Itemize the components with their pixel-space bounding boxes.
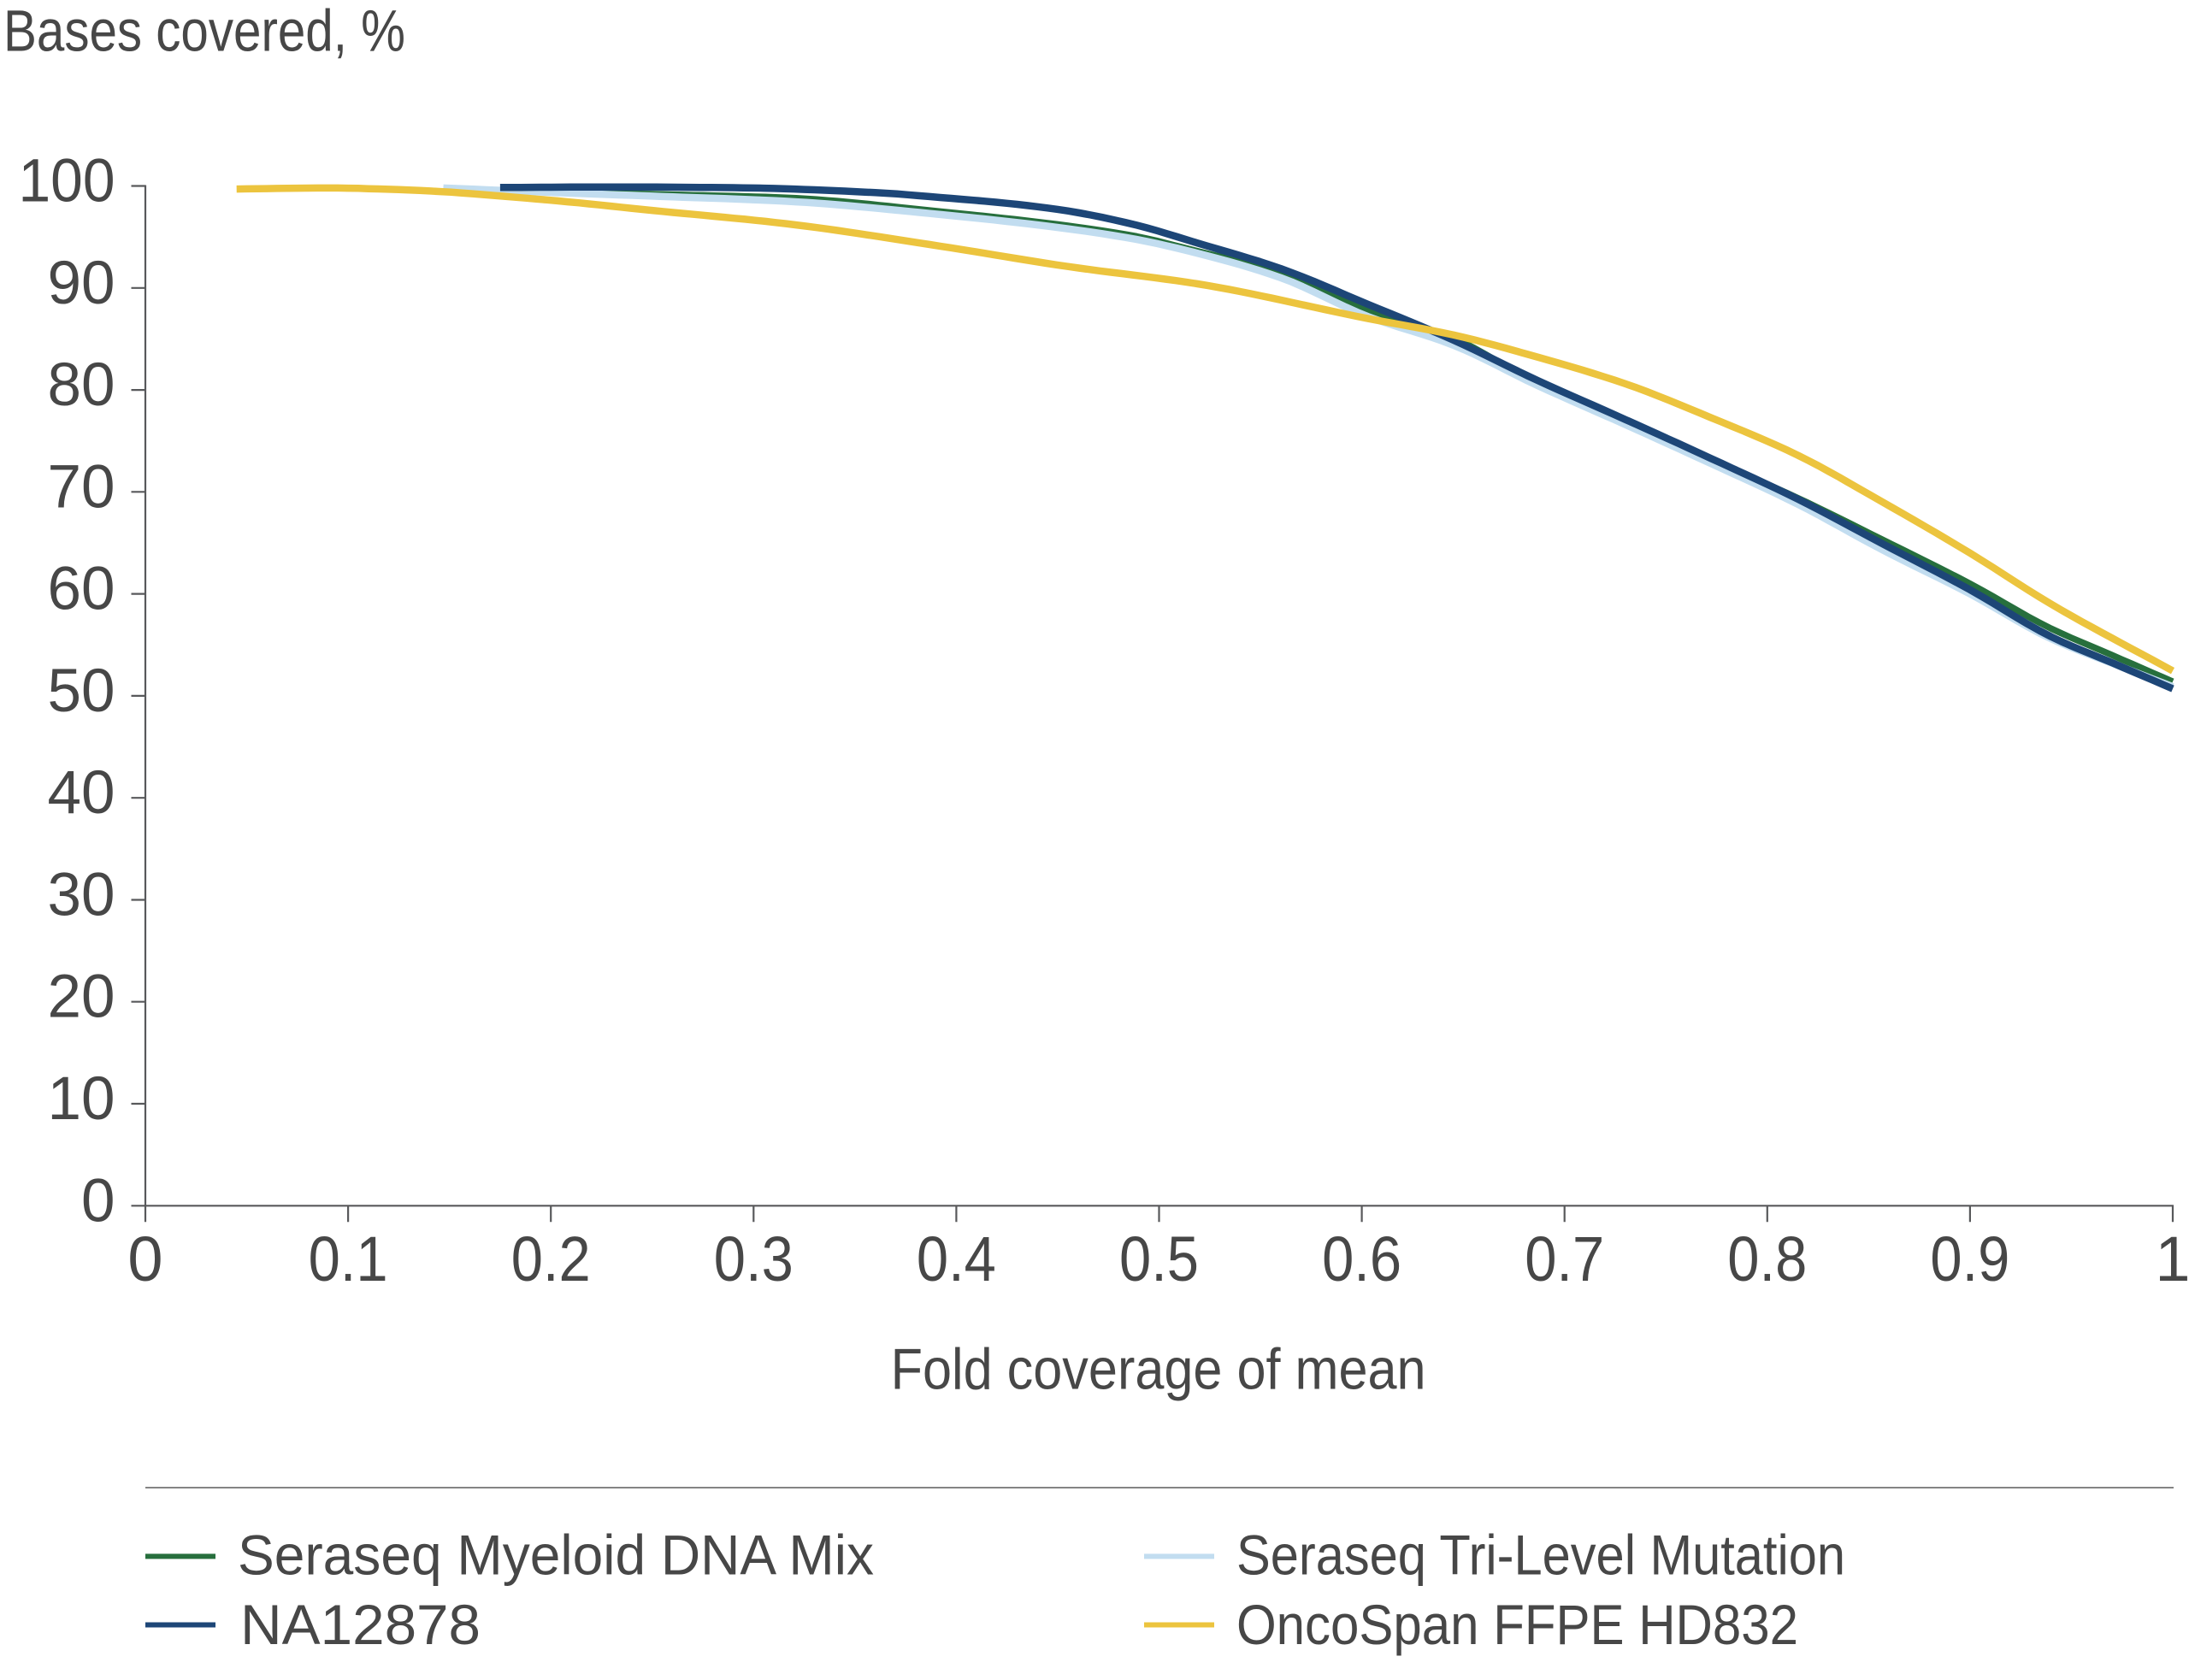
svg-text:0.8: 0.8 [1727,1223,1807,1294]
svg-text:0: 0 [127,1223,162,1294]
svg-text:50: 50 [48,657,115,725]
svg-text:0.9: 0.9 [1930,1223,2009,1294]
svg-text:0.6: 0.6 [1322,1223,1401,1294]
svg-text:Seraseq Tri-Level Mutation: Seraseq Tri-Level Mutation [1236,1524,1845,1587]
svg-text:NA12878: NA12878 [240,1593,481,1656]
svg-text:0.1: 0.1 [309,1223,388,1294]
svg-text:0.3: 0.3 [714,1223,794,1294]
svg-text:0.7: 0.7 [1525,1223,1604,1294]
svg-text:60: 60 [48,556,115,623]
svg-text:0.2: 0.2 [511,1223,591,1294]
svg-text:40: 40 [48,759,115,827]
svg-text:10: 10 [48,1065,115,1133]
svg-text:Seraseq Myeloid DNA Mix: Seraseq Myeloid DNA Mix [238,1524,874,1587]
svg-text:30: 30 [48,862,115,929]
svg-text:90: 90 [48,250,115,317]
svg-text:0: 0 [81,1167,115,1235]
svg-text:Bases covered, %: Bases covered, % [3,0,405,64]
svg-text:1: 1 [2155,1223,2189,1294]
svg-text:20: 20 [48,964,115,1031]
svg-text:100: 100 [19,148,115,215]
svg-text:0.5: 0.5 [1119,1223,1199,1294]
svg-text:Fold coverage of mean: Fold coverage of mean [891,1337,1426,1402]
svg-text:0.4: 0.4 [917,1223,996,1294]
svg-text:OncoSpan FFPE HD832: OncoSpan FFPE HD832 [1236,1593,1798,1656]
svg-text:70: 70 [48,453,115,521]
svg-text:80: 80 [48,351,115,419]
